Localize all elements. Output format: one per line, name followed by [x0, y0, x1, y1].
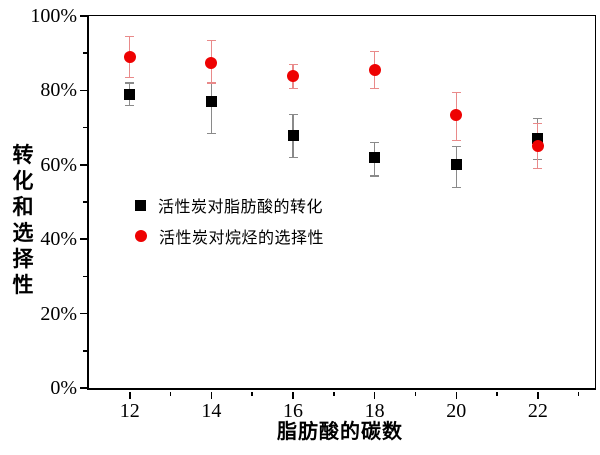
legend-square-marker — [135, 199, 146, 211]
y-axis-major-tick — [80, 89, 87, 92]
x-axis-minor-tick — [577, 392, 580, 396]
error-bar-cap-top — [533, 117, 543, 119]
error-bar-cap-top — [206, 39, 216, 41]
x-tick-label: 14 — [201, 400, 222, 422]
y-tick-label: 0% — [50, 377, 77, 399]
error-bar-cap-bottom — [370, 87, 380, 90]
data-point-square — [450, 159, 462, 171]
x-tick-label: 18 — [364, 400, 385, 422]
data-point-square — [205, 96, 217, 108]
error-bar-cap-top — [451, 91, 461, 93]
x-axis-minor-tick — [414, 392, 417, 396]
y-axis-major-tick — [80, 164, 87, 166]
x-tick-label: 16 — [283, 400, 304, 422]
x-axis-major-tick — [455, 392, 457, 399]
error-bar-line — [210, 82, 212, 134]
data-point-square — [369, 151, 381, 163]
error-bar-cap-bottom — [288, 156, 298, 158]
error-bar-cap-top — [370, 50, 380, 52]
error-bar-cap-bottom — [451, 186, 461, 188]
plot-area: 活性炭对脂肪酸的转化 活性炭对烷烃的选择性 0% 20% 40% 60% 80% 100% 1… — [30, 5, 596, 422]
error-bar-cap-top — [125, 82, 135, 84]
error-bar-cap-bottom — [125, 104, 135, 106]
y-axis-major-tick — [80, 15, 87, 17]
data-point-circle — [531, 140, 544, 153]
x-tick-label: 20 — [446, 400, 467, 422]
y-axis-major-tick — [80, 238, 87, 240]
y-tick-label: 60% — [40, 153, 77, 176]
x-axis-title: 脂肪酸的碳数 — [277, 421, 403, 443]
legend-row: 活性炭对烷烃的选择性 — [135, 223, 324, 249]
error-bar-cap-bottom — [125, 76, 135, 78]
legend-label: 活性炭对烷烃的选择性 — [159, 230, 325, 247]
error-bar-cap-bottom — [206, 132, 216, 134]
y-axis-minor-tick — [83, 201, 87, 203]
x-tick-label: 12 — [119, 400, 140, 422]
data-point-circle — [287, 69, 300, 82]
y-tick-label: 20% — [40, 302, 77, 325]
data-point-circle — [368, 63, 381, 76]
error-bar-cap-bottom — [451, 140, 461, 142]
error-bar-cap-bottom — [370, 175, 380, 177]
data-point-square — [532, 133, 544, 145]
error-bar-cap-top — [451, 145, 461, 147]
legend: 活性炭对脂肪酸的转化 活性炭对烷烃的选择性 — [135, 192, 324, 254]
error-bar-cap-top — [288, 113, 298, 116]
y-axis-minor-tick — [83, 275, 87, 278]
legend-row: 活性炭对脂肪酸的转化 — [135, 192, 324, 218]
y-axis-minor-tick — [83, 52, 87, 54]
error-bar-cap-top — [533, 123, 543, 125]
x-axis-major-tick — [210, 392, 213, 399]
y-axis-minor-tick — [83, 350, 87, 352]
x-tick-label: 22 — [527, 400, 548, 422]
y-axis-major-tick — [80, 312, 87, 315]
x-axis-major-tick — [292, 392, 294, 399]
data-point-circle — [205, 56, 218, 69]
error-bar-cap-top — [288, 63, 298, 65]
error-bar-cap-bottom — [288, 87, 298, 90]
error-bar-cap-bottom — [206, 82, 216, 84]
data-point-circle — [123, 50, 136, 63]
y-tick-label: 40% — [40, 228, 77, 251]
x-axis-major-tick — [373, 392, 376, 399]
error-bar-cap-top — [125, 35, 135, 38]
y-axis-minor-tick — [83, 126, 87, 129]
error-bar-cap-bottom — [533, 167, 543, 170]
error-bar-cap-top — [370, 141, 380, 144]
y-tick-label: 100% — [30, 5, 77, 27]
x-axis-minor-tick — [169, 392, 172, 396]
x-axis-major-tick — [537, 392, 539, 399]
y-tick-label: 80% — [40, 79, 77, 102]
x-axis-minor-tick — [333, 392, 335, 396]
y-axis-title: 转化和选择性 — [10, 143, 33, 300]
x-axis-major-tick — [129, 392, 131, 399]
data-point-square — [124, 88, 136, 100]
x-axis-minor-tick — [496, 392, 498, 396]
legend-label: 活性炭对脂肪酸的转化 — [158, 199, 324, 216]
data-point-square — [287, 129, 299, 141]
legend-circle-marker — [135, 230, 147, 242]
y-axis-major-tick — [80, 387, 87, 389]
data-point-circle — [450, 108, 463, 121]
x-axis-minor-tick — [251, 392, 253, 396]
